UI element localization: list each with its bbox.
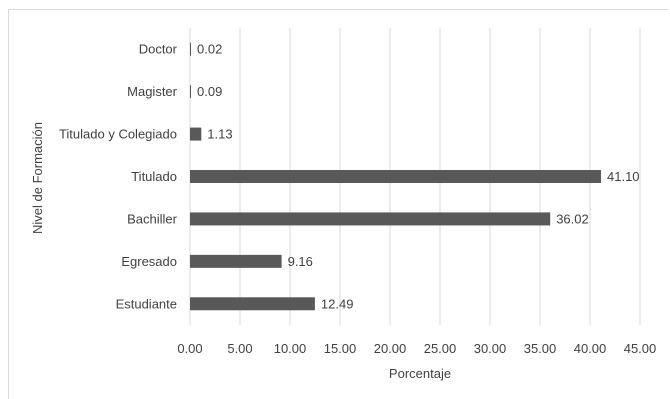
- category-label: Titulado y Colegiado: [59, 127, 177, 142]
- chart-frame: [8, 9, 668, 399]
- x-tick-labels: 0.00 5.00 10.00 15.00 20.00 25.00 30.00 35.00 40…: [177, 341, 656, 356]
- bar: [190, 170, 601, 183]
- bar: [190, 42, 191, 56]
- bar: [190, 212, 551, 226]
- category-label: Egresado: [121, 254, 177, 269]
- bar: [190, 254, 282, 268]
- data-label: 9.16: [288, 254, 313, 269]
- x-tick-label: 30.00: [474, 341, 507, 356]
- data-label: 0.02: [197, 42, 222, 57]
- category-label: Magister: [127, 84, 178, 99]
- x-tick-label: 0.00: [177, 341, 202, 356]
- category-labels: Estudiante Egresado Bachiller Titulado Titul…: [59, 42, 178, 312]
- x-tick-label: 25.00: [424, 341, 457, 356]
- category-label: Titulado: [131, 169, 177, 184]
- bar: [190, 127, 202, 141]
- x-tick-label: 15.00: [324, 341, 357, 356]
- data-label: 1.13: [207, 127, 232, 142]
- bar: [190, 85, 191, 99]
- x-axis-title: Porcentaje: [389, 366, 451, 381]
- x-tick-label: 20.00: [374, 341, 407, 356]
- data-label: 0.09: [197, 84, 222, 99]
- category-label: Bachiller: [127, 211, 178, 226]
- bar: [190, 297, 315, 311]
- category-label: Doctor: [139, 42, 178, 57]
- data-label: 12.49: [321, 296, 354, 311]
- data-label: 36.02: [556, 211, 589, 226]
- x-tick-label: 10.00: [274, 341, 307, 356]
- category-label: Estudiante: [116, 296, 177, 311]
- data-labels: 12.49 9.16 36.02 41.10 1.13 0.09 0.02: [197, 42, 640, 312]
- x-tick-label: 40.00: [574, 341, 607, 356]
- x-tick-label: 35.00: [524, 341, 557, 356]
- x-tick-label: 45.00: [624, 341, 657, 356]
- x-tick-label: 5.00: [227, 341, 252, 356]
- bars: [190, 42, 601, 311]
- data-label: 41.10: [607, 169, 640, 184]
- y-axis-title: Nivel de Formación: [30, 122, 45, 234]
